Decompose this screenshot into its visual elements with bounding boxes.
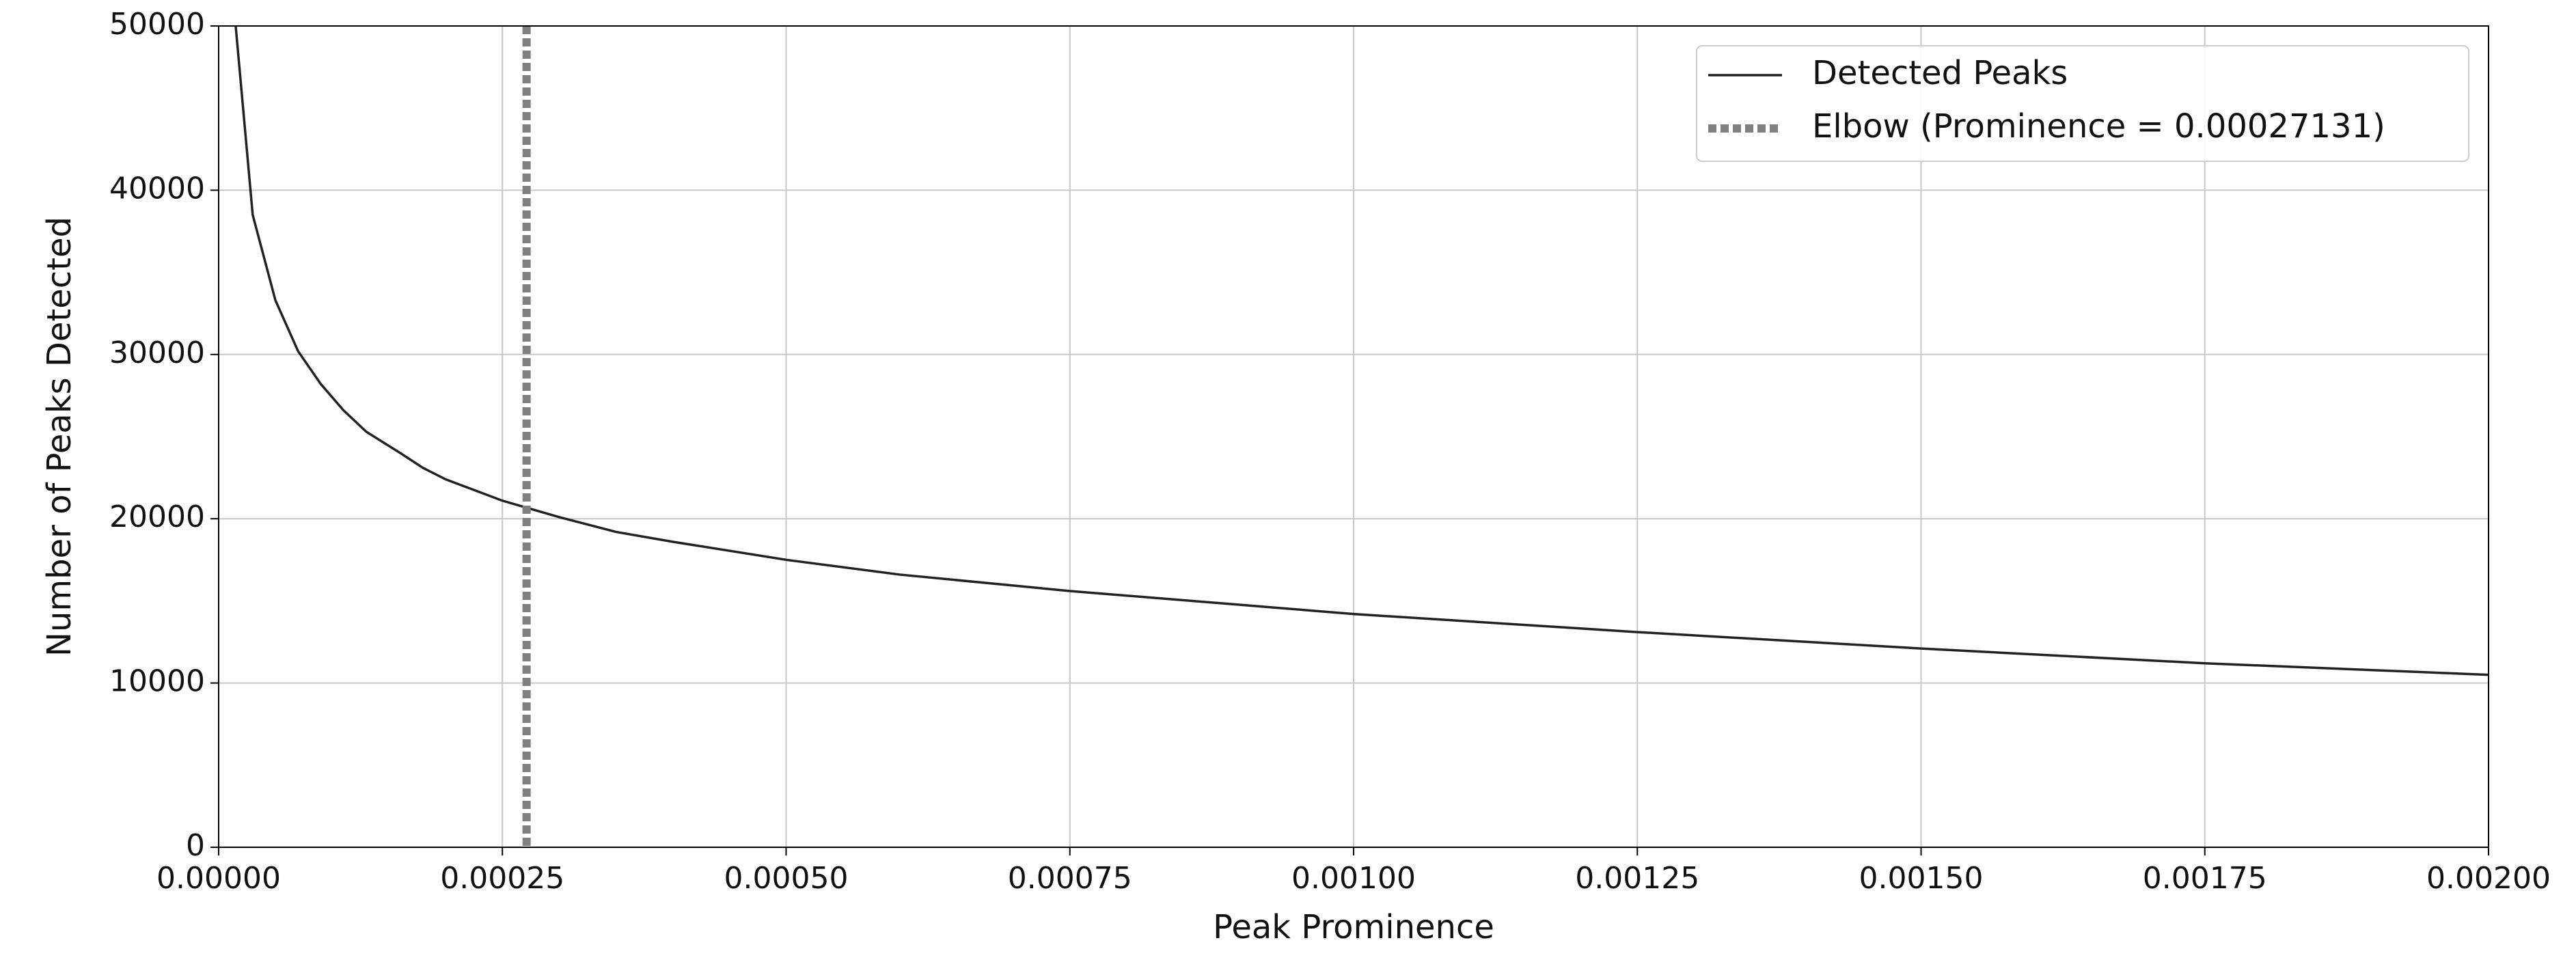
x-tick-label: 0.00050: [724, 861, 849, 896]
x-tick-label: 0.00125: [1575, 861, 1699, 896]
legend-box: [1696, 45, 2469, 162]
data-line: [234, 25, 2489, 676]
y-tick-label: 50000: [109, 7, 205, 42]
x-tick-label: 0.00000: [156, 861, 281, 896]
y-tick-label: 10000: [109, 664, 205, 699]
y-tick-label: 30000: [109, 335, 205, 370]
x-tick-label: 0.00100: [1291, 861, 1416, 896]
x-tick-label: 0.00175: [2143, 861, 2267, 896]
plot-frame: [218, 25, 2489, 848]
y-tick-label: 0: [186, 828, 205, 863]
x-tick-label: 0.00150: [1859, 861, 1984, 896]
x-tick-label: 0.00025: [440, 861, 564, 896]
x-tick-label: 0.00075: [1008, 861, 1132, 896]
y-axis-label: Number of Peaks Detected: [40, 217, 79, 657]
x-axis-label: Peak Prominence: [1213, 908, 1494, 946]
y-tick-label: 20000: [109, 499, 205, 534]
x-tick-label: 0.00200: [2426, 861, 2551, 896]
legend-label: Detected Peaks: [1812, 54, 2068, 92]
legend-label: Elbow (Prominence = 0.00027131): [1812, 107, 2385, 146]
y-tick-label: 40000: [109, 171, 205, 206]
